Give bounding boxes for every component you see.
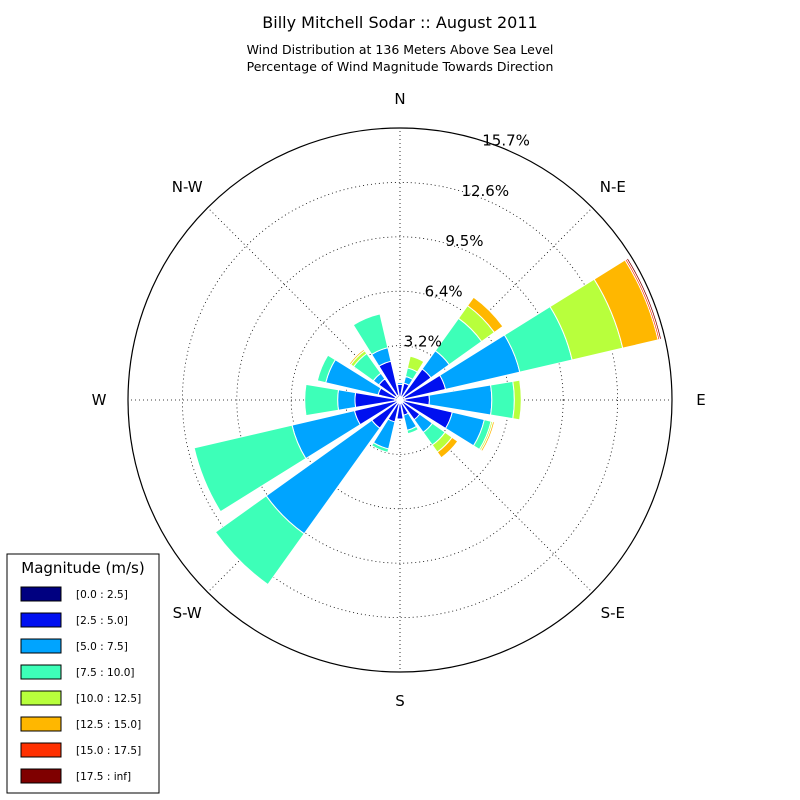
ring-label: 12.6%	[461, 182, 509, 200]
legend-swatch	[20, 638, 62, 654]
direction-label: W	[92, 391, 107, 409]
wind-bars	[193, 257, 663, 586]
grid-spoke	[399, 207, 593, 401]
legend-items: [0.0 : 2.5] [2.5 : 5.0] [5.0 : 7.5] [7.5 : …	[20, 586, 141, 784]
legend-label: [0.0 : 2.5]	[76, 589, 128, 601]
legend-swatch	[20, 612, 62, 628]
direction-label: E	[696, 391, 705, 409]
wind-bar-segment	[625, 257, 663, 341]
wind-bar-segment	[396, 402, 404, 420]
legend-label: [10.0 : 12.5]	[76, 693, 141, 705]
ring-label: 9.5%	[445, 232, 483, 250]
legend-swatch	[20, 742, 62, 758]
ring-label: 3.2%	[404, 333, 442, 351]
polar-frame	[127, 127, 673, 673]
wind-bar-segment	[436, 436, 459, 459]
chart-title: Billy Mitchell Sodar :: August 2011	[262, 13, 537, 32]
grid-ring	[181, 181, 619, 619]
ring-label: 6.4%	[425, 282, 463, 300]
wind-bar-segment	[337, 389, 357, 411]
wind-bar-segment	[490, 380, 515, 420]
legend-label: [5.0 : 7.5]	[76, 641, 128, 653]
wind-bar-segment	[348, 348, 366, 366]
direction-label: N-W	[172, 178, 203, 196]
wind-bar-segment	[406, 355, 425, 373]
legend-label: [7.5 : 10.0]	[76, 667, 134, 679]
wind-bar-segment	[396, 382, 404, 386]
chart-subtitle-line2: Percentage of Wind Magnitude Towards Dir…	[247, 59, 554, 74]
direction-label: S-W	[173, 604, 202, 622]
wind-bar-segment	[512, 379, 522, 421]
legend-swatch	[20, 768, 62, 784]
direction-label: N	[394, 90, 405, 108]
legend-swatch	[20, 664, 62, 680]
legend-label: [12.5 : 15.0]	[76, 719, 141, 731]
legend-label: [2.5 : 5.0]	[76, 615, 128, 627]
grid-spoke	[207, 207, 401, 401]
wind-bar-segment	[406, 425, 419, 435]
direction-label: N-E	[600, 178, 626, 196]
wind-bar-segment	[466, 296, 504, 334]
ring-label: 15.7%	[482, 132, 530, 150]
wind-bar-segment	[352, 313, 389, 356]
legend-label: [15.0 : 17.5]	[76, 745, 141, 757]
wind-bar-segment	[193, 424, 307, 513]
legend-label: [17.5 : inf]	[76, 771, 131, 783]
legend: Magnitude (m/s) [0.0 : 2.5] [2.5 : 5.0] [5…	[6, 553, 160, 794]
direction-label: S-E	[601, 604, 625, 622]
legend-swatch	[20, 690, 62, 706]
wind-bar-segment	[370, 441, 390, 453]
legend-swatch	[20, 586, 62, 602]
wind-bar-segment	[214, 495, 305, 586]
wind-bar-segment	[316, 354, 336, 384]
direction-labels: N N-E E S-E S S-W W N-W	[92, 90, 706, 710]
ring-labels: 3.2% 6.4% 9.5% 12.6% 15.7%	[404, 132, 530, 351]
legend-swatch	[20, 716, 62, 732]
chart-subtitle-line1: Wind Distribution at 136 Meters Above Se…	[247, 42, 554, 57]
grid-ring	[236, 236, 564, 564]
direction-label: S	[395, 692, 405, 710]
wind-bar-segment	[480, 420, 496, 452]
wind-bar-segment	[304, 383, 340, 417]
grid-spoke	[399, 399, 593, 593]
legend-title: Magnitude (m/s)	[21, 559, 144, 577]
